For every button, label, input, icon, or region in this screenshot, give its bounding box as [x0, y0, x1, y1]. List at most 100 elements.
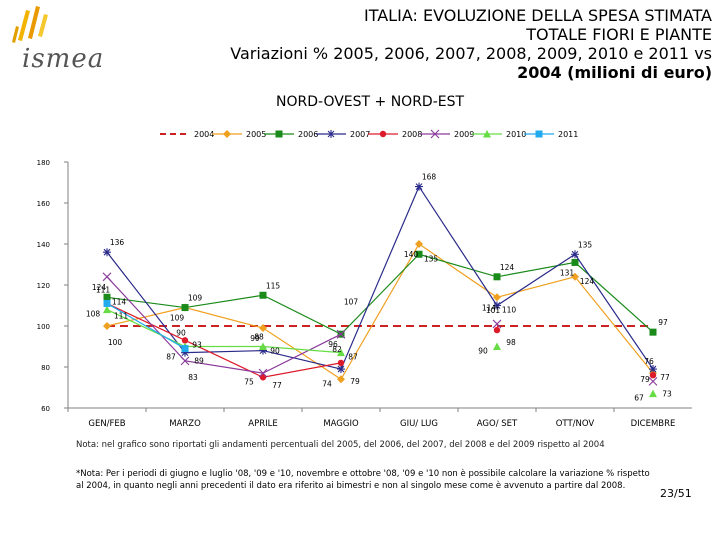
point-2008-1	[181, 337, 189, 344]
data-label: 99	[250, 334, 260, 343]
point-2006-1	[181, 304, 189, 312]
data-label: 73	[662, 389, 672, 398]
data-label: 114	[482, 303, 497, 312]
data-label: 140	[404, 250, 419, 259]
legend-marker-2008	[379, 130, 387, 138]
x-tick-label-3: MAGGIO	[323, 419, 359, 429]
data-label: 109	[188, 294, 203, 303]
point-2007-7	[649, 365, 657, 374]
title-line-2: TOTALE FIORI E PIANTE	[526, 25, 712, 44]
legend-label-2007: 2007	[350, 130, 370, 139]
data-label: 90	[478, 347, 488, 356]
legend-marker-2011	[535, 130, 543, 138]
page-number: 23/51	[660, 487, 692, 500]
point-2008-5	[493, 326, 501, 334]
data-label: 82	[332, 345, 342, 354]
chart-subtitle: NORD-OVEST + NORD-EST	[276, 94, 465, 110]
point-2006-6	[571, 258, 579, 266]
data-label: 124	[580, 277, 595, 286]
point-2007-5	[493, 301, 501, 310]
series-line-2007-0	[106, 185, 654, 370]
chart-footnote: *Nota: Per i periodi di giugno e luglio …	[76, 469, 650, 491]
x-tick-label-4: GIU/ LUG	[400, 419, 438, 429]
data-label: 90	[270, 347, 280, 356]
legend-label-2006: 2006	[298, 130, 318, 139]
data-label: 135	[578, 240, 593, 249]
data-label: 108	[86, 310, 101, 319]
y-tick-label-180: 180	[37, 159, 50, 167]
point-2009-3	[336, 329, 346, 339]
data-label: 111	[96, 285, 111, 294]
data-label: 136	[110, 238, 125, 247]
legend-marker-2006	[275, 130, 283, 138]
chart-title: ITALIA: EVOLUZIONE DELLA SPESA STIMATA T…	[122, 6, 712, 82]
point-2005-2	[259, 324, 267, 333]
data-label: 87	[166, 353, 176, 362]
legend-marker-2009	[430, 129, 440, 139]
data-label: 115	[266, 281, 281, 290]
data-label: 67	[634, 394, 644, 403]
point-2006-7	[649, 328, 657, 336]
point-2011-1	[181, 345, 189, 353]
point-2006-5	[493, 273, 501, 281]
point-2010-2	[259, 342, 267, 350]
point-2007-2	[259, 346, 267, 355]
line-chart: 2004 2005 2006 2007 2008 2009 2010 2011 60 80 100 1…	[37, 129, 692, 429]
data-label: 98	[506, 338, 516, 347]
point-2007-0	[103, 248, 111, 257]
point-2005-5	[493, 293, 501, 302]
logo-mark-icon	[12, 6, 48, 43]
title-line-4: 2004 (milioni di euro)	[517, 63, 712, 82]
ismea-logo: ismea	[8, 2, 138, 74]
title-line-3: Variazioni % 2005, 2006, 2007, 2008, 200…	[230, 44, 712, 63]
chart-note: Nota: nel grafico sono riportati gli and…	[76, 440, 605, 450]
point-2005-6	[571, 272, 579, 281]
data-label: 110	[502, 306, 517, 315]
data-label: 77	[272, 381, 282, 390]
point-2009-1	[180, 356, 190, 366]
point-2007-4	[415, 182, 423, 191]
point-2010-3	[337, 348, 345, 357]
point-2010-5	[493, 342, 501, 350]
data-label: 168	[422, 173, 437, 182]
legend-marker-2005	[223, 130, 231, 138]
point-2009-7	[648, 376, 658, 386]
y-tick-label-120: 120	[37, 282, 50, 290]
data-label: 93	[192, 340, 202, 349]
data-label: 111	[114, 311, 129, 320]
point-2010-7	[649, 389, 657, 398]
legend-marker-2010	[483, 130, 491, 138]
y-tick-label-60: 60	[41, 405, 50, 413]
data-label: 109	[170, 314, 185, 323]
y-tick-label-80: 80	[41, 364, 50, 372]
series-line-2010-0	[106, 309, 342, 354]
legend-label-2004: 2004	[194, 130, 214, 139]
point-2010-0	[103, 305, 111, 314]
point-2005-4	[415, 240, 423, 248]
data-label: 79	[640, 375, 650, 384]
data-label: 135	[424, 254, 439, 263]
data-label: 83	[188, 373, 198, 382]
point-2005-0	[103, 322, 111, 330]
data-label: 87	[348, 353, 358, 362]
series-line-2009-0	[106, 276, 342, 374]
logo-text: ismea	[22, 44, 105, 74]
data-label: 96	[328, 340, 338, 349]
point-2007-6	[571, 250, 579, 259]
point-2009-5	[492, 319, 502, 329]
legend-label-2010: 2010	[506, 130, 526, 139]
x-tick-label-6: OTT/NOV	[556, 419, 595, 429]
x-tick-label-7: DICEMBRE	[631, 419, 676, 429]
legend-label-2008: 2008	[402, 130, 422, 139]
data-label: 79	[350, 377, 360, 386]
point-2009-0	[102, 272, 112, 282]
data-label: 89	[194, 357, 204, 366]
series-line-2005-0	[106, 243, 654, 381]
point-2011-0	[103, 299, 111, 307]
point-2009-2	[258, 368, 268, 378]
x-tick-label-0: GEN/FEB	[88, 419, 125, 429]
data-label: 76	[644, 357, 654, 366]
legend-label-2009: 2009	[454, 130, 474, 139]
data-label: 74	[322, 379, 332, 388]
point-2006-2	[259, 291, 267, 299]
